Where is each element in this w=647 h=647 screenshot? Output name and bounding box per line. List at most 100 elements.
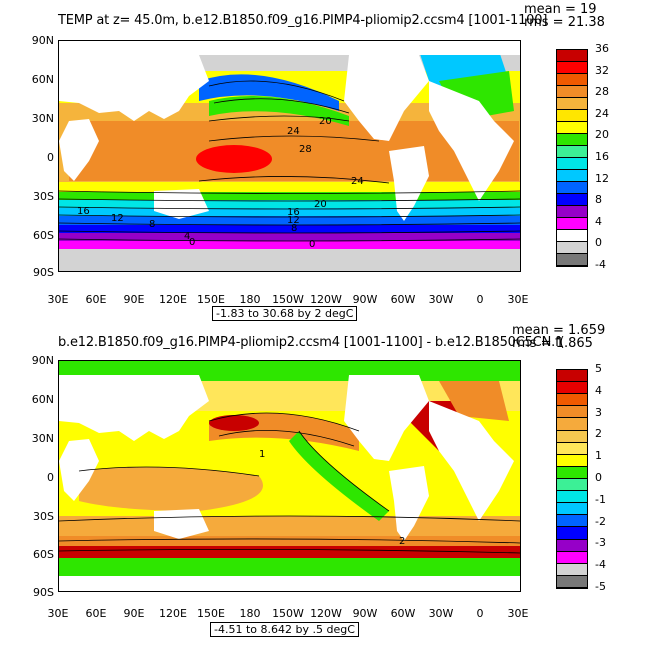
colorbar-segment <box>557 515 587 528</box>
contour-label: 20 <box>319 116 332 127</box>
north-pacific-mid <box>209 96 349 126</box>
contour-line <box>59 222 520 226</box>
ocean-band <box>59 239 520 251</box>
lon-label: 60E <box>85 607 107 620</box>
contour-line <box>208 115 350 122</box>
contour-line <box>59 230 520 234</box>
contour-label: 24 <box>287 126 300 137</box>
colorbar-segment <box>557 563 587 576</box>
lat-label: 30S <box>33 510 54 523</box>
colorbar-label: 4 <box>595 383 602 397</box>
colorbar-segment <box>557 146 587 158</box>
colorbar-segment <box>557 466 587 479</box>
contour-label: 16 <box>77 206 90 217</box>
lon-label: 150W <box>272 293 304 306</box>
kuroshio-anomaly <box>209 415 259 431</box>
panel-temperature-difference: b.e12.B1850.f09_g16.PIMP4-pliomip2.ccsm4… <box>0 322 647 647</box>
land-antarctica <box>59 249 520 271</box>
colorbar-segment <box>557 230 587 242</box>
colorbar-segment <box>557 62 587 74</box>
colorbar-segment <box>557 370 587 383</box>
colorbar <box>556 369 588 589</box>
colorbar-segment <box>557 134 587 146</box>
north-pacific-cold <box>199 74 339 111</box>
land-arctic <box>59 41 520 55</box>
contour-range: -4.51 to 8.642 by .5 degC <box>210 622 359 637</box>
lon-label: 90W <box>352 607 378 620</box>
contour-label: 4 <box>184 231 191 242</box>
lat-label: 30N <box>31 432 54 445</box>
contour-label: 0 <box>189 237 196 248</box>
lat-label: 60N <box>31 393 54 406</box>
ocean-band <box>59 199 520 208</box>
lat-label: 60N <box>31 73 54 86</box>
colorbar-label: 32 <box>595 63 609 77</box>
contour-label: 8 <box>149 219 156 230</box>
contour-line <box>198 176 390 184</box>
colorbar-segment <box>557 406 587 419</box>
contours <box>59 80 520 242</box>
lon-label: 30E <box>47 607 69 620</box>
lat-label: 0 <box>47 471 54 484</box>
colorbar-segment <box>557 454 587 467</box>
lon-label: 150W <box>272 607 304 620</box>
colorbar-segment <box>557 242 587 254</box>
ocean-band <box>59 576 520 591</box>
land-africa <box>59 119 99 181</box>
colorbar-label: 1 <box>595 449 602 463</box>
lat-label: 90S <box>33 586 54 599</box>
contour-line <box>208 412 360 432</box>
contour-line <box>59 515 520 522</box>
north-atlantic-warm <box>439 381 509 421</box>
colorbar-segment <box>557 478 587 492</box>
contour-label: 12 <box>111 213 124 224</box>
contour-label: 8 <box>291 223 298 234</box>
contour-label: 2 <box>399 536 406 547</box>
land-north-america <box>344 375 429 461</box>
colorbar-segment <box>557 86 587 98</box>
colorbar-segment <box>557 539 587 552</box>
ocean-band <box>59 181 520 192</box>
colorbar-segment <box>557 218 587 230</box>
colorbar-segment <box>557 98 587 110</box>
contour-line <box>298 430 390 512</box>
contour-line <box>59 238 520 242</box>
ocean-band <box>59 223 520 233</box>
contour-line <box>59 549 520 554</box>
colorbar-label: 0 <box>595 236 602 250</box>
colorbar-label: -5 <box>595 580 606 593</box>
colorbar-label: 20 <box>595 128 609 142</box>
lon-label: 30E <box>507 607 529 620</box>
colorbar-segment <box>557 182 587 194</box>
contour-line <box>218 430 355 447</box>
colorbar <box>556 49 588 267</box>
lat-label: 60S <box>33 229 54 242</box>
panel-temperature: TEMP at z= 45.0m, b.e12.B1850.f09_g16.PI… <box>0 0 647 322</box>
temperature-map: 24 28 20 24 20 16 12 16 12 8 8 4 0 0 <box>58 40 521 272</box>
colorbar-segment <box>557 254 587 266</box>
lon-label: 0 <box>476 293 484 306</box>
colorbar-segment <box>557 551 587 564</box>
contour-label: 12 <box>287 215 300 226</box>
contours <box>59 412 520 554</box>
colorbar-label: 12 <box>595 171 609 185</box>
colorbar-segment <box>557 50 587 62</box>
colorbar-label: -3 <box>595 536 606 550</box>
colorbar-label: 28 <box>595 85 609 99</box>
ocean-band <box>59 231 520 241</box>
contour-label: 24 <box>351 176 364 187</box>
contour-line <box>78 466 260 477</box>
rms-stat: rms = 1.865 <box>512 336 593 351</box>
ocean-band <box>59 207 520 216</box>
lon-label: 30E <box>507 293 529 306</box>
contour-line <box>213 98 350 114</box>
colorbar-label: -4 <box>595 258 606 271</box>
contour-label: 28 <box>299 144 312 155</box>
ocean-band <box>59 191 520 200</box>
land-south-america <box>389 466 429 541</box>
ocean-band <box>59 215 520 225</box>
contour-range: -1.83 to 30.68 by 2 degC <box>212 306 358 321</box>
colorbar-segment <box>557 382 587 395</box>
land-south-america <box>389 146 429 221</box>
lon-label: 60W <box>390 293 416 306</box>
